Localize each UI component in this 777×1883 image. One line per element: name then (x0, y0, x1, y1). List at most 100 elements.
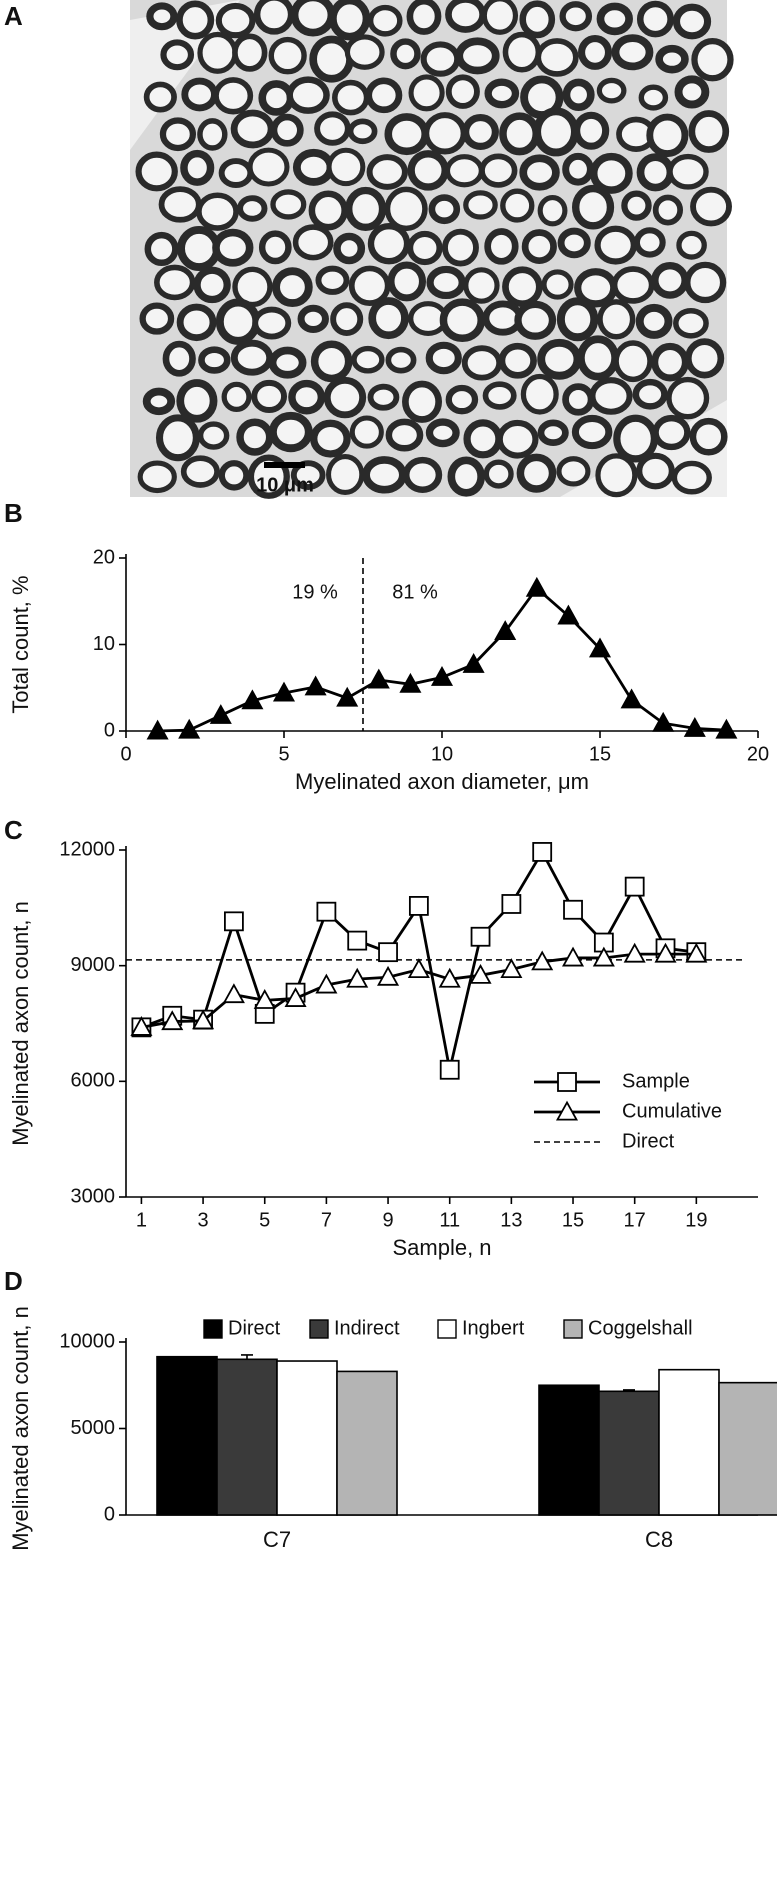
axon (351, 345, 385, 374)
axon (573, 111, 610, 150)
y-axis-label: Myelinated axon count, n (8, 901, 33, 1146)
axon (272, 267, 313, 308)
axon (541, 269, 574, 300)
axon (181, 77, 218, 112)
axon (636, 153, 675, 192)
legend-label: Direct (622, 1130, 675, 1152)
axon (676, 230, 707, 260)
x-tick-label: 3 (198, 1209, 209, 1231)
axon (162, 340, 196, 377)
marker (130, 1016, 153, 1036)
axon (638, 84, 669, 111)
x-tick-label: 7 (321, 1209, 332, 1231)
axon (310, 340, 353, 383)
axon (479, 153, 518, 188)
axon (667, 153, 709, 190)
legend-label: Direct (228, 1317, 281, 1339)
marker (500, 958, 523, 979)
legend-marker (557, 1072, 577, 1092)
axon (197, 31, 238, 74)
axon (309, 35, 354, 83)
axon (384, 113, 429, 156)
x-tick-label: 15 (562, 1209, 584, 1231)
marker (469, 963, 492, 984)
legend-label: Cumulative (622, 1100, 722, 1122)
axon (646, 113, 689, 158)
axon (198, 346, 231, 374)
marker (316, 901, 337, 922)
y-axis-label: Myelinated axon count, n (8, 1306, 33, 1551)
axon (407, 230, 443, 266)
x-tick-label: 20 (747, 743, 769, 765)
axon (218, 460, 250, 491)
axon (462, 113, 499, 150)
axon (519, 154, 560, 191)
panel-letter: B (4, 498, 23, 528)
marker (304, 675, 327, 696)
axon (537, 419, 569, 447)
axon (315, 265, 350, 295)
axon (247, 147, 290, 187)
axon (535, 38, 579, 77)
bar (156, 1355, 218, 1516)
axon (230, 109, 275, 149)
marker (462, 653, 485, 673)
axon (562, 383, 595, 416)
marker (272, 681, 296, 702)
axon (258, 80, 295, 116)
axon (597, 299, 636, 340)
x-tick-label: 17 (624, 1209, 646, 1231)
axon (160, 39, 195, 71)
axon (180, 149, 215, 186)
axon (218, 158, 254, 188)
series-line (157, 586, 727, 733)
axon (385, 418, 424, 452)
axon (144, 231, 179, 267)
axon (362, 456, 407, 494)
micrograph (130, 0, 734, 499)
axon (463, 190, 498, 220)
axon (445, 384, 479, 415)
bar (336, 1370, 398, 1516)
axon (690, 186, 732, 227)
marker (563, 899, 583, 920)
axon (385, 346, 417, 374)
axon (237, 195, 268, 222)
x-tick-label: 19 (685, 1209, 707, 1231)
marker (525, 576, 548, 597)
marker (624, 876, 645, 897)
axon (402, 456, 443, 493)
axon (635, 303, 673, 339)
axon (496, 419, 539, 459)
axon (308, 190, 348, 231)
axon (159, 117, 196, 152)
axon (367, 4, 403, 37)
axon (562, 152, 594, 186)
bar (718, 1381, 777, 1516)
x-tick-label: 5 (278, 743, 289, 765)
axon (674, 75, 710, 109)
marker (654, 942, 677, 963)
axon (328, 0, 371, 41)
axon (215, 2, 256, 39)
axon (347, 118, 378, 145)
axon (348, 265, 391, 306)
axon (288, 379, 326, 415)
marker (685, 942, 708, 963)
axon (215, 298, 261, 345)
marker (178, 718, 201, 739)
axon (519, 0, 556, 39)
annotation: 81 % (392, 581, 438, 603)
axon (142, 387, 176, 416)
marker (592, 946, 615, 967)
axon (613, 414, 658, 463)
axon (613, 340, 653, 383)
axon (651, 342, 689, 382)
axon (290, 460, 326, 490)
x-tick-label: 9 (382, 1209, 393, 1231)
axon (688, 110, 730, 153)
axon (420, 41, 461, 77)
y-tick-label: 9000 (71, 954, 116, 976)
axon (407, 150, 449, 191)
axon (500, 188, 535, 223)
